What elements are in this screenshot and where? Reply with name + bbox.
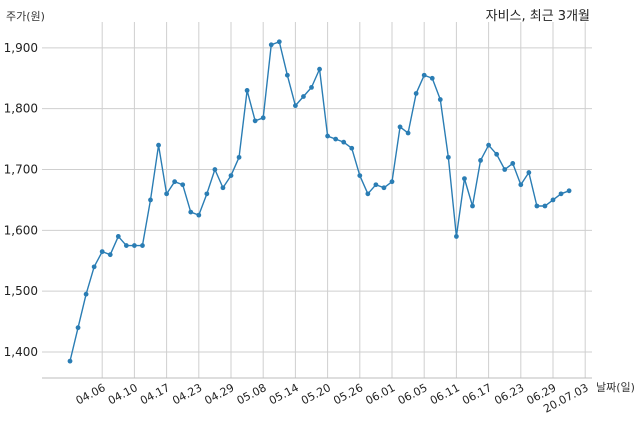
x-tick-label: 04.06 (74, 381, 108, 407)
price-point (83, 291, 89, 297)
price-point (172, 179, 178, 185)
price-line (69, 41, 570, 362)
y-tick-label: 1,600 (4, 223, 38, 237)
price-point (212, 167, 218, 172)
price-point (518, 182, 524, 188)
x-tick-label: 05.26 (331, 381, 365, 407)
price-point (445, 154, 451, 160)
x-tick-label: 06.01 (363, 381, 397, 407)
x-tick-label: 04.23 (170, 381, 204, 407)
price-point (188, 209, 194, 215)
x-tick-label: 05.14 (267, 381, 301, 407)
y-tick-label: 1,800 (4, 102, 38, 116)
x-tick-label: 06.17 (460, 381, 494, 407)
price-point (301, 94, 306, 99)
price-point (494, 151, 500, 157)
price-point (462, 176, 467, 182)
price-point (550, 197, 556, 203)
price-point (325, 133, 330, 139)
price-point (75, 325, 81, 331)
price-point (236, 154, 242, 160)
price-point (220, 185, 226, 191)
price-point (405, 130, 411, 136)
price-point (397, 124, 403, 130)
price-point (470, 203, 475, 209)
price-point (526, 170, 532, 175)
price-point (140, 243, 145, 248)
x-tick-label: 05.20 (299, 381, 333, 407)
price-point (558, 191, 564, 197)
price-point (373, 182, 379, 188)
price-point (156, 142, 161, 148)
price-point (228, 173, 234, 178)
price-point (437, 97, 443, 102)
x-axis-label: 날짜(일) (596, 380, 635, 394)
price-point (389, 179, 395, 185)
price-point (148, 197, 153, 203)
price-point (196, 212, 202, 218)
price-point (115, 234, 121, 239)
price-point (341, 139, 347, 145)
price-point (244, 88, 250, 93)
price-point (260, 115, 266, 121)
price-point (204, 191, 210, 197)
y-tick-label: 1,700 (4, 163, 38, 177)
y-tick-label: 1,900 (4, 41, 38, 55)
price-point (357, 173, 363, 178)
price-point (510, 161, 516, 166)
price-point (333, 136, 339, 142)
price-point (413, 91, 419, 96)
price-point (429, 75, 435, 81)
x-tick-label: 06.11 (428, 381, 462, 407)
price-point (132, 243, 137, 248)
price-point (99, 249, 105, 255)
price-point (534, 203, 540, 209)
y-tick-label: 1,500 (4, 284, 38, 298)
x-tick-label: 04.10 (106, 381, 140, 407)
price-point (365, 191, 371, 197)
price-point (91, 264, 97, 270)
price-point (566, 188, 572, 194)
series-layer (67, 39, 572, 364)
y-tick-label: 1,400 (4, 345, 38, 359)
x-tick-label: 06.05 (396, 381, 430, 407)
y-axis-label: 주가(원) (6, 10, 45, 23)
chart-title: 자비스, 최근 3개월 (486, 9, 590, 24)
price-point (293, 103, 298, 109)
price-point (123, 243, 129, 248)
price-point (276, 39, 282, 45)
price-point (268, 42, 274, 48)
price-point (381, 185, 387, 191)
price-point (349, 145, 355, 151)
x-tick-label: 04.17 (138, 381, 172, 407)
price-point (164, 191, 170, 197)
tick-layer: 1,400 1,500 1,600 1,700 1,800 1,900 04.0604.10… (4, 41, 591, 416)
x-tick-label: 04.29 (202, 381, 236, 407)
price-point (180, 182, 186, 188)
price-point (284, 72, 290, 78)
price-point (486, 142, 491, 148)
price-point (67, 358, 73, 364)
price-point (309, 84, 314, 90)
price-point (478, 157, 483, 163)
x-tick-label: 05.08 (235, 381, 269, 407)
price-point (542, 203, 548, 209)
price-point (317, 66, 322, 72)
grid-layer (42, 22, 592, 378)
x-tick-label: 06.23 (492, 381, 526, 407)
price-point (502, 167, 508, 172)
price-point (107, 252, 113, 258)
price-point (252, 118, 258, 124)
price-point (421, 72, 427, 78)
price-point (454, 234, 459, 239)
